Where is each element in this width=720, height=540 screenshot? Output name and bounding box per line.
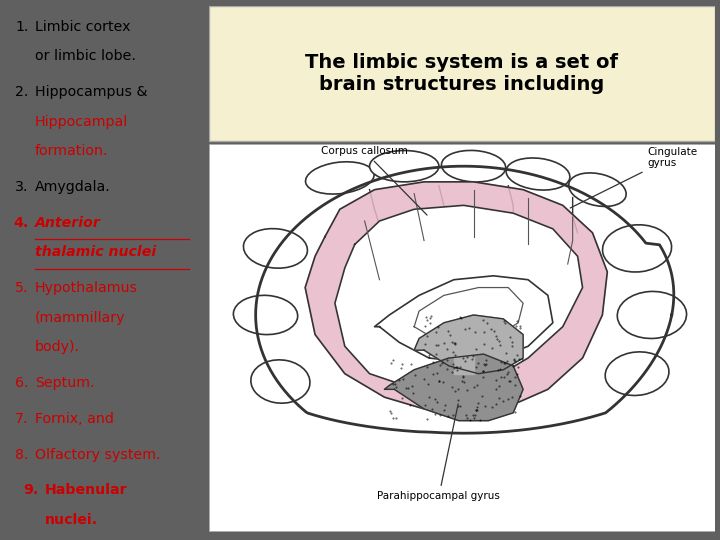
Text: 6.: 6. [15, 376, 29, 390]
Text: The limbic system is a set of
brain structures including: The limbic system is a set of brain stru… [305, 53, 618, 94]
Text: 2.: 2. [15, 85, 29, 99]
Text: 1.: 1. [15, 19, 29, 33]
Text: Anterior: Anterior [35, 215, 101, 230]
Text: or limbic lobe.: or limbic lobe. [35, 49, 135, 63]
Text: 4.: 4. [14, 215, 29, 230]
Ellipse shape [617, 292, 687, 339]
Ellipse shape [305, 162, 374, 194]
Ellipse shape [251, 360, 310, 403]
Text: Parahippocampal gyrus: Parahippocampal gyrus [377, 404, 500, 501]
Text: 9.: 9. [23, 483, 39, 497]
Ellipse shape [506, 158, 570, 190]
Ellipse shape [369, 151, 439, 182]
Text: thalamic nuclei: thalamic nuclei [35, 245, 156, 259]
Polygon shape [384, 354, 523, 421]
Polygon shape [414, 315, 523, 374]
Text: Hippocampal: Hippocampal [35, 114, 128, 129]
Ellipse shape [606, 352, 669, 395]
Ellipse shape [243, 228, 307, 268]
FancyBboxPatch shape [209, 144, 715, 531]
Text: Cingulate
gyrus: Cingulate gyrus [570, 146, 697, 208]
Text: (mammillary: (mammillary [35, 310, 125, 325]
Text: Olfactory system.: Olfactory system. [35, 448, 161, 462]
Text: Habenular: Habenular [45, 483, 127, 497]
Polygon shape [374, 276, 553, 362]
Text: Amygdala.: Amygdala. [35, 180, 110, 194]
Text: 5.: 5. [15, 281, 29, 295]
Text: nuclei.: nuclei. [45, 513, 98, 527]
Text: Septum.: Septum. [35, 376, 94, 390]
Ellipse shape [569, 173, 626, 206]
Ellipse shape [441, 151, 505, 182]
Text: formation.: formation. [35, 144, 108, 158]
Text: 8.: 8. [15, 448, 29, 462]
Text: Fornix, and: Fornix, and [35, 412, 114, 426]
Polygon shape [256, 166, 674, 433]
Ellipse shape [603, 225, 672, 272]
Polygon shape [305, 182, 608, 413]
Polygon shape [454, 350, 474, 374]
Text: Corpus callosum: Corpus callosum [321, 146, 427, 215]
Text: Hypothalamus: Hypothalamus [35, 281, 138, 295]
Text: Limbic cortex: Limbic cortex [35, 19, 130, 33]
Text: 7.: 7. [15, 412, 29, 426]
Polygon shape [414, 287, 523, 342]
Text: 3.: 3. [15, 180, 29, 194]
Text: body).: body). [35, 340, 80, 354]
Ellipse shape [233, 295, 297, 335]
Polygon shape [335, 205, 582, 389]
FancyBboxPatch shape [209, 6, 715, 141]
Text: Hippocampus &: Hippocampus & [35, 85, 148, 99]
